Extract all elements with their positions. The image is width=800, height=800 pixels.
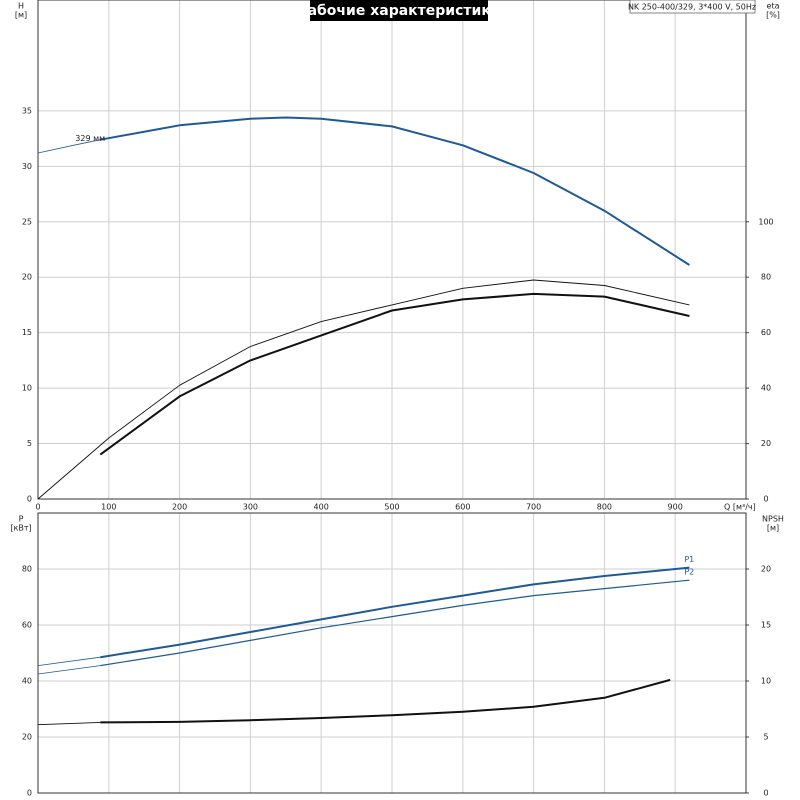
y2-axis-unit: [%]	[766, 11, 780, 20]
curve-label: 329 мм	[75, 134, 105, 143]
chart-subtitle: NK 250-400/329, 3*400 V, 50Hz	[628, 3, 756, 12]
x-tick-label: 800	[597, 503, 612, 512]
y-tick-label: 40	[22, 677, 32, 686]
y2-tick-label: 60	[761, 328, 771, 337]
y2-axis-label: eta	[767, 2, 780, 11]
legend-label: P2	[684, 568, 694, 577]
curve	[100, 116, 690, 266]
plot-border	[37, 512, 747, 794]
title-bg	[310, 0, 488, 21]
y2-tick-label: 5	[763, 733, 768, 742]
subtitle-box	[629, 0, 756, 14]
y-axis-unit: [кВт]	[10, 524, 31, 533]
x-axis-label: Q [м³/ч]	[724, 503, 756, 512]
curve	[37, 665, 101, 675]
y-tick-label: 30	[22, 162, 32, 171]
curve	[37, 721, 101, 726]
y2-tick-label: 15	[761, 621, 771, 630]
y2-tick-label: 0	[763, 789, 768, 798]
x-tick-label: 700	[526, 503, 541, 512]
y-tick-label: 10	[22, 384, 32, 393]
y-tick-label: 0	[27, 495, 32, 504]
y-tick-label: 35	[22, 106, 32, 115]
x-tick-label: 400	[314, 503, 329, 512]
curve	[100, 678, 671, 724]
curve	[100, 566, 690, 659]
y-tick-label: 20	[22, 273, 32, 282]
y-tick-label: 60	[22, 621, 32, 630]
y-tick-label: 20	[22, 733, 32, 742]
y-axis-label: P	[19, 515, 24, 524]
title-box: Рабочие характеристики	[297, 0, 501, 21]
x-tick-label: 200	[172, 503, 187, 512]
x-tick-label: 600	[455, 503, 470, 512]
y-tick-label: 15	[22, 328, 32, 337]
x-tick-label: 500	[384, 503, 399, 512]
y2-tick-label: 100	[758, 217, 773, 226]
curve	[37, 279, 690, 500]
plot-border	[37, 0, 747, 500]
y2-tick-label: 0	[763, 495, 768, 504]
chart-title: Рабочие характеристики	[297, 3, 500, 19]
y2-tick-label: 10	[761, 677, 771, 686]
y-tick-label: 25	[22, 217, 32, 226]
x-tick-label: 100	[101, 503, 116, 512]
y-axis-unit: [м]	[15, 11, 27, 20]
curve	[37, 139, 101, 154]
curve	[100, 579, 690, 667]
y2-tick-label: 40	[761, 384, 771, 393]
y-tick-label: 0	[27, 789, 32, 798]
legend-label: P1	[684, 555, 694, 564]
y2-axis-unit: [м]	[767, 524, 779, 533]
y2-tick-label: 20	[761, 439, 771, 448]
x-tick-label: 900	[668, 503, 683, 512]
curve	[37, 656, 101, 666]
y2-axis-label: NPSH	[762, 515, 784, 524]
x-tick-label: 300	[243, 503, 258, 512]
y2-tick-label: 20	[761, 565, 771, 574]
y-tick-label: 80	[22, 565, 32, 574]
y-tick-label: 5	[27, 439, 32, 448]
x-tick-label: 0	[35, 503, 40, 512]
curve	[99, 292, 690, 456]
y-axis-label: H	[18, 2, 24, 11]
y2-tick-label: 80	[761, 273, 771, 282]
